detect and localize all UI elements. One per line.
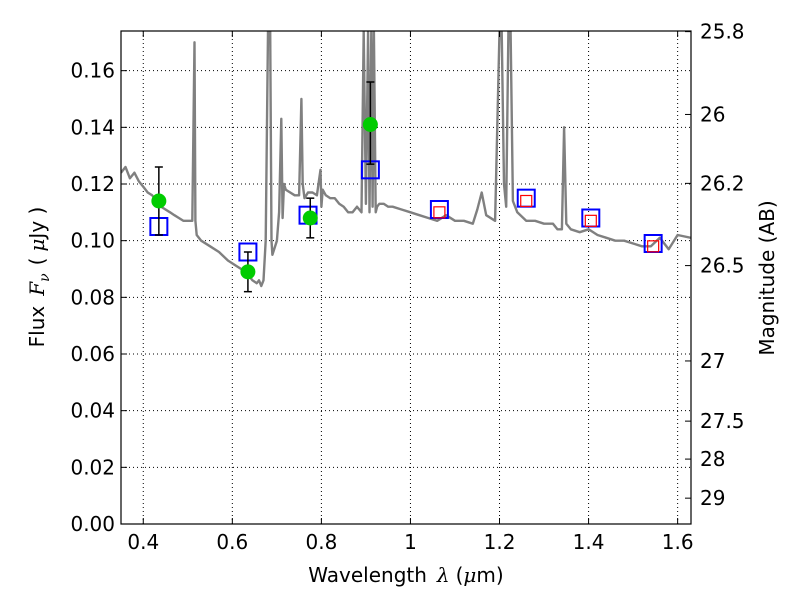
x-tick-label: 1.4 [573,530,605,554]
x-tick-label: 1 [404,530,417,554]
y-tick-label: 0.00 [70,512,115,536]
plot-content [121,31,691,524]
y-tick-label: 0.16 [70,59,115,83]
model-photometry-inner-marker [520,194,533,208]
x-tick-label: 0.6 [216,530,248,554]
x-axis-title: Wavelength λ (μm) [308,563,503,587]
y2-axis-title: Magnitude (AB) [755,200,779,355]
y-tick-label: 0.04 [70,399,115,423]
observed-point [151,193,167,209]
y-tick-label: 0.02 [70,455,115,479]
y-tick-label: 0.08 [70,285,115,309]
x-tick-label: 0.8 [305,530,337,554]
y-tick-label: 0.14 [70,115,115,139]
y-tick-label: 0.12 [70,172,115,196]
model-photometry-inner-marker [433,206,446,219]
observed-point [362,117,378,132]
model-spectrum-line [121,31,691,288]
x-tick-label: 0.4 [127,530,159,554]
model-photometry-inner-marker [584,214,597,227]
x-tick-label: 1.6 [662,530,694,554]
observed-point [302,210,318,226]
y-axis-title: FluxFν(μJy ) [25,207,53,348]
observed-point [240,264,256,280]
mag-tick-label: 29 [700,486,725,510]
mag-tick-label: 27 [700,349,725,373]
mag-tick-label: 25.8 [700,20,745,44]
y-tick-label: 0.06 [70,342,115,366]
mag-tick-label: 26.2 [700,171,745,195]
mag-tick-label: 26 [700,102,725,126]
plot-area [121,31,691,524]
mag-tick-label: 27.5 [700,409,745,433]
axes: 0.4 0.6 0.8 1 1.2 1.4 1.6 0.00 0.02 0.04 0.06 0.08 0… [70,20,744,554]
mag-tick-label: 28 [700,447,725,471]
mag-tick-label: 26.5 [700,254,745,278]
model-photometry-inner-marker [647,240,660,253]
plot-frame [120,30,692,525]
y-tick-label: 0.10 [70,229,115,253]
x-tick-label: 1.2 [484,530,516,554]
